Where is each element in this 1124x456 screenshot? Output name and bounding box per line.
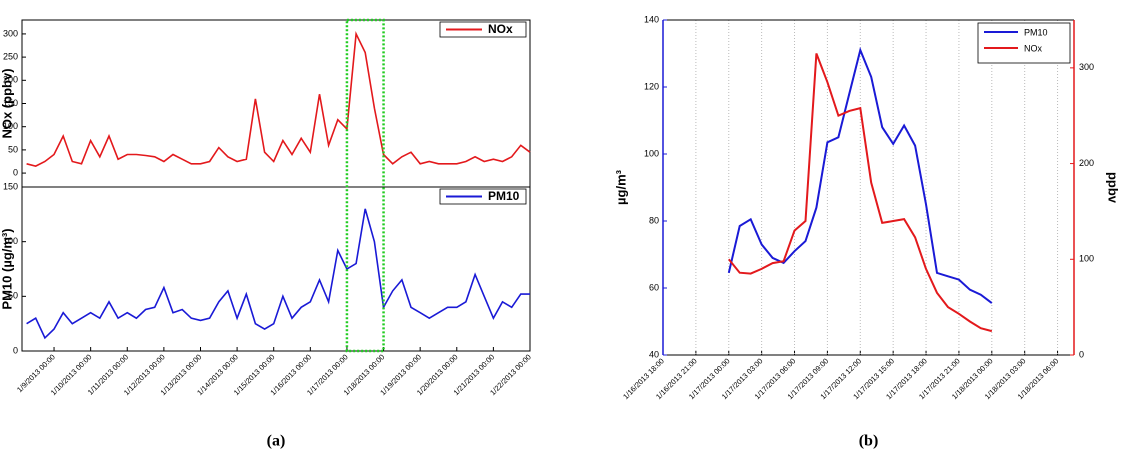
- y-tick-label: 150: [3, 181, 18, 191]
- y2-axis-label: ppbv: [1106, 172, 1121, 204]
- y-tick-label: 120: [644, 81, 659, 91]
- y-tick-label: 100: [3, 121, 18, 131]
- y-tick-label: 40: [649, 349, 659, 359]
- legend-label: PM10: [1024, 27, 1048, 37]
- data-line: [26, 31, 531, 167]
- legend-box: [977, 22, 1071, 64]
- y-tick-label: 100: [644, 148, 659, 158]
- y-tick-label: 150: [3, 98, 18, 108]
- y-tick-label: 50: [8, 291, 18, 301]
- y-axis-label: PM10 (µg/m³): [0, 228, 14, 309]
- y-tick-label: 60: [649, 282, 659, 292]
- panel-label: (b): [859, 433, 879, 450]
- plot-frame: [21, 19, 531, 188]
- y-axis-label: µg/m³: [613, 169, 628, 205]
- y2-tick-label: 200: [1079, 158, 1094, 168]
- legend-label: PM10: [488, 189, 520, 203]
- y-tick-label: 80: [649, 215, 659, 225]
- y-tick-label: 100: [3, 236, 18, 246]
- y-tick-label: 0: [13, 345, 18, 355]
- y2-tick-label: 0: [1079, 349, 1084, 359]
- plot-frame: [21, 186, 531, 352]
- data-line: [26, 208, 530, 340]
- legend-label: NOx: [1024, 43, 1043, 53]
- y-axis-label: NOx (ppbv): [0, 68, 14, 138]
- y-tick-label: 0: [13, 167, 18, 177]
- y-tick-label: 300: [3, 28, 18, 38]
- data-line: [727, 46, 993, 304]
- y2-tick-label: 300: [1079, 62, 1094, 72]
- y-tick-label: 50: [8, 144, 18, 154]
- legend-box: [439, 21, 527, 38]
- y2-tick-label: 100: [1079, 254, 1094, 264]
- highlight-box: [345, 18, 385, 353]
- panel-label: (a): [267, 433, 286, 450]
- y-tick-label: 200: [3, 75, 18, 85]
- y-tick-label: 250: [3, 51, 18, 61]
- data-line: [728, 53, 993, 333]
- y-tick-label: 140: [644, 14, 659, 24]
- legend-box: [439, 188, 527, 205]
- legend-label: NOx: [488, 22, 513, 36]
